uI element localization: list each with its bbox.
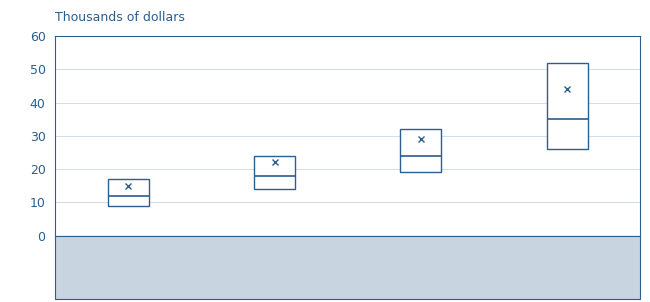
Bar [547,63,588,149]
Bar [254,156,295,189]
Bar [400,129,441,172]
Text: Thousands of dollars: Thousands of dollars [55,11,185,24]
Bar [108,179,149,206]
